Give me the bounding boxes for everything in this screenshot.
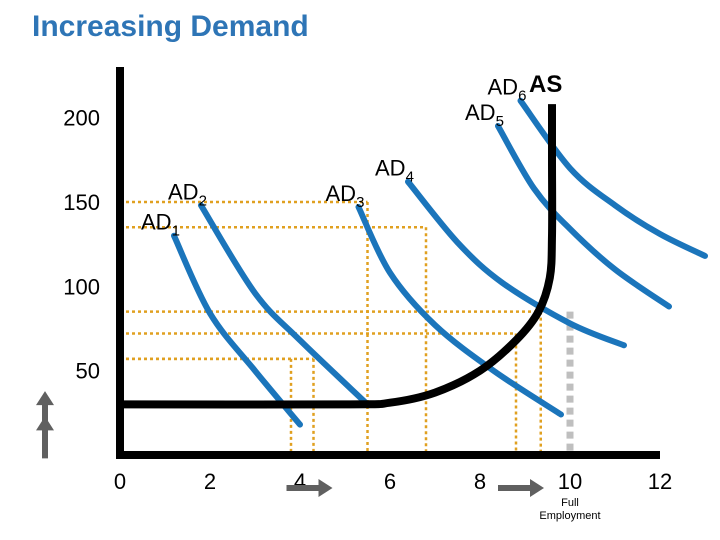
ad-curve-3 xyxy=(355,204,564,418)
ad-label-4: AD4 xyxy=(375,156,414,186)
x-tick-label-0: 0 xyxy=(114,469,126,494)
ad-label-3: AD3 xyxy=(326,181,365,211)
x-tick-label-10: 10 xyxy=(558,469,582,494)
axes xyxy=(116,67,660,459)
as-curve xyxy=(119,104,557,409)
y-tick-label-150: 150 xyxy=(63,190,100,215)
ad-label-5: AD5 xyxy=(465,100,504,130)
aggregate-supply-curve xyxy=(119,104,557,409)
y-tick-label-200: 200 xyxy=(63,106,100,131)
quantity-right-arrow-0 xyxy=(286,479,333,497)
aggregate-demand-curves xyxy=(171,97,708,428)
y-tick-label-50: 50 xyxy=(76,359,100,384)
y-tick-label-100: 100 xyxy=(63,274,100,299)
x-tick-label-8: 8 xyxy=(474,469,486,494)
ad-label-6: AD6 xyxy=(488,75,527,105)
guide-lines xyxy=(120,200,542,455)
as-label: AS xyxy=(529,71,562,98)
full-employment-label-line-1: Full xyxy=(561,497,579,509)
full-employment-label-line-2: Employment xyxy=(539,510,600,522)
ad-curve-5 xyxy=(495,123,672,310)
quantity-right-arrow-1 xyxy=(498,479,544,497)
x-tick-label-2: 2 xyxy=(204,469,216,494)
chart-title: Increasing Demand xyxy=(32,10,309,43)
price-up-arrow-0 xyxy=(36,391,54,434)
shift-arrows xyxy=(36,391,544,497)
price-up-arrow-1 xyxy=(36,416,54,459)
ad-label-1: AD1 xyxy=(141,210,180,240)
ad-curve-1 xyxy=(171,232,303,428)
ad-curve-2 xyxy=(198,202,371,408)
x-tick-label-6: 6 xyxy=(384,469,396,494)
x-tick-label-12: 12 xyxy=(648,469,672,494)
ad-label-2: AD2 xyxy=(168,179,207,209)
ad-curve-4 xyxy=(405,178,627,349)
